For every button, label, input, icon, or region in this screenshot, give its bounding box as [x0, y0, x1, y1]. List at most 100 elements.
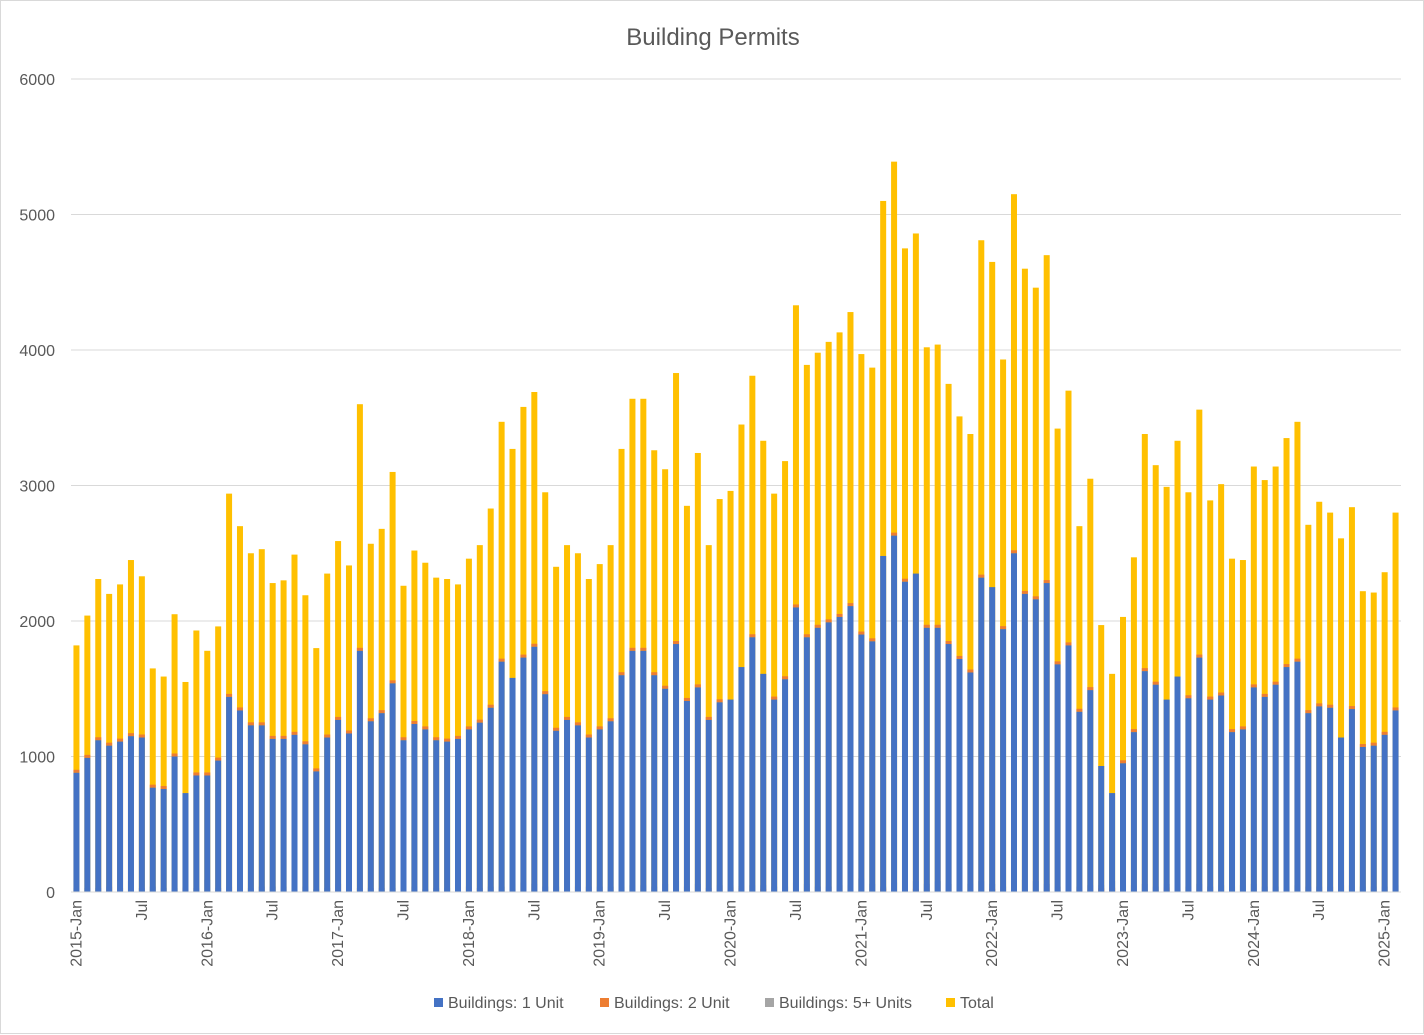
bar-buildings-2-unit-2023-feb [1130, 729, 1137, 733]
bar-total-2019-aug [673, 373, 680, 892]
bar-total-2024-mar [1272, 466, 1279, 892]
bar-total-2020-feb [738, 424, 745, 892]
bar-buildings-1-unit-2017-mar [356, 650, 363, 892]
bar-buildings-2-unit-2018-apr [498, 658, 505, 662]
chart-title: Building Permits [626, 24, 799, 51]
bar-buildings-1-unit-2020-mar [749, 637, 756, 892]
bar-total-2022-jul [1054, 428, 1061, 892]
bar-buildings-2-unit-2017-jan [335, 716, 342, 720]
x-tick-label: 2022-Jan [984, 900, 1001, 967]
bar-total-2020-dec [847, 312, 854, 892]
bar-buildings-2-unit-2023-jan [1120, 760, 1127, 764]
bar-buildings-1-unit-2025-feb [1392, 710, 1399, 892]
x-tick-label: 2015-Jan [68, 900, 85, 967]
y-tick-label: 2000 [19, 614, 55, 631]
bar-buildings-2-unit-2018-jun [520, 654, 527, 658]
bar-total-2021-may [901, 248, 908, 893]
bar-buildings-2-unit-2017-jul [400, 737, 407, 741]
bar-buildings-1-unit-2017-apr [367, 721, 374, 892]
legend-swatch [600, 998, 609, 1007]
bar-buildings-2-unit-2022-sep [1076, 708, 1083, 712]
bar-total-2021-jul [923, 347, 930, 892]
bar-buildings-1-unit-2015-may [117, 741, 124, 892]
bar-buildings-2-unit-2017-dec [455, 735, 462, 739]
bar-total-2023-jun [1174, 440, 1181, 892]
bar-buildings-2-unit-2022-oct [1087, 687, 1094, 691]
bar-buildings-2-unit-2019-aug [673, 641, 680, 645]
bar-buildings-2-unit-2019-dec [716, 699, 723, 703]
bar-buildings-1-unit-2023-sep [1207, 699, 1214, 892]
bar-buildings-2-unit-2021-dec [978, 574, 985, 578]
bar-buildings-2-unit-2023-sep [1207, 696, 1214, 700]
bar-buildings-1-unit-2024-nov [1359, 747, 1366, 892]
bar-buildings-1-unit-2024-mar [1272, 684, 1279, 892]
bar-total-2015-sep [160, 676, 167, 892]
bar-buildings-2-unit-2021-aug [934, 624, 941, 628]
bar-buildings-1-unit-2024-jul [1316, 706, 1323, 892]
bar-buildings-1-unit-2023-aug [1196, 657, 1203, 892]
bar-buildings-1-unit-2016-oct [302, 744, 309, 892]
bar-total-2017-feb [345, 565, 352, 892]
bar-buildings-2-unit-2024-apr [1283, 664, 1290, 668]
x-tick-label: Jul [265, 900, 282, 920]
bar-buildings-2-unit-2024-aug [1327, 704, 1334, 708]
bar-total-2021-dec [978, 240, 985, 892]
bar-total-2024-jul [1316, 501, 1323, 892]
bar-buildings-1-unit-2017-jul [400, 740, 407, 892]
bar-buildings-1-unit-2020-apr [760, 673, 767, 892]
bar-buildings-2-unit-2018-oct [564, 716, 571, 720]
bar-total-2022-jun [1043, 255, 1050, 892]
bar-buildings-2-unit-2024-mar [1272, 681, 1279, 685]
bar-buildings-1-unit-2022-may [1032, 599, 1039, 892]
bar-buildings-1-unit-2018-sep [553, 730, 560, 892]
y-tick-label: 5000 [19, 208, 55, 225]
bar-buildings-1-unit-2023-oct [1218, 695, 1225, 892]
bar-buildings-2-unit-2016-jan [204, 772, 211, 776]
bar-buildings-2-unit-2024-may [1294, 658, 1301, 662]
bar-total-2019-oct [694, 452, 701, 892]
bar-buildings-2-unit-2015-dec [193, 772, 200, 776]
bar-total-2024-jan [1250, 466, 1257, 892]
bar-buildings-2-unit-2015-jun [127, 733, 134, 737]
bar-buildings-2-unit-2017-may [378, 710, 385, 714]
bar-buildings-1-unit-2024-dec [1370, 745, 1377, 892]
bar-buildings-1-unit-2016-jan [204, 775, 211, 892]
bar-buildings-1-unit-2017-jun [389, 683, 396, 892]
bar-buildings-2-unit-2016-jun [258, 722, 265, 726]
bar-buildings-2-unit-2020-may [771, 696, 778, 700]
bar-buildings-2-unit-2020-nov [836, 613, 843, 617]
bar-buildings-1-unit-2015-jun [127, 736, 134, 892]
bar-buildings-2-unit-2023-apr [1152, 681, 1159, 685]
bar-buildings-1-unit-2017-feb [345, 733, 352, 892]
bar-total-2015-jun [127, 560, 134, 892]
bar-total-2020-sep [814, 352, 821, 893]
bar-total-2015-may [117, 584, 124, 892]
bar-total-2016-sep [291, 554, 298, 892]
bar-buildings-1-unit-2015-oct [171, 756, 178, 892]
bar-buildings-1-unit-2017-nov [444, 741, 451, 892]
bar-buildings-1-unit-2019-jan [596, 729, 603, 892]
bar-total-2022-feb [1000, 359, 1007, 892]
bar-total-2024-may [1294, 421, 1301, 892]
bar-total-2020-aug [803, 364, 810, 892]
bar-buildings-2-unit-2018-nov [574, 722, 581, 726]
y-tick-label: 4000 [19, 343, 55, 360]
bar-buildings-1-unit-2022-jan [989, 587, 996, 893]
bar-total-2022-jan [989, 261, 996, 892]
bar-buildings-2-unit-2019-apr [629, 647, 636, 651]
bar-buildings-1-unit-2023-may [1163, 699, 1170, 892]
bar-buildings-1-unit-2020-aug [803, 637, 810, 892]
bar-buildings-2-unit-2022-apr [1021, 590, 1028, 594]
bar-total-2021-sep [945, 383, 952, 893]
bar-buildings-2-unit-2020-mar [749, 634, 756, 638]
bar-total-2019-dec [716, 499, 723, 892]
bar-buildings-1-unit-2019-mar [618, 675, 625, 892]
bar-buildings-2-unit-2023-jul [1185, 695, 1192, 699]
bar-buildings-2-unit-2017-nov [444, 738, 451, 742]
y-tick-label: 0 [46, 885, 55, 902]
bar-buildings-1-unit-2022-mar [1010, 553, 1017, 892]
bar-buildings-1-unit-2022-sep [1076, 711, 1083, 892]
bar-total-2023-jan [1120, 616, 1127, 892]
x-tick-label: 2023-Jan [1115, 900, 1132, 967]
bar-buildings-1-unit-2021-jan [858, 634, 865, 892]
